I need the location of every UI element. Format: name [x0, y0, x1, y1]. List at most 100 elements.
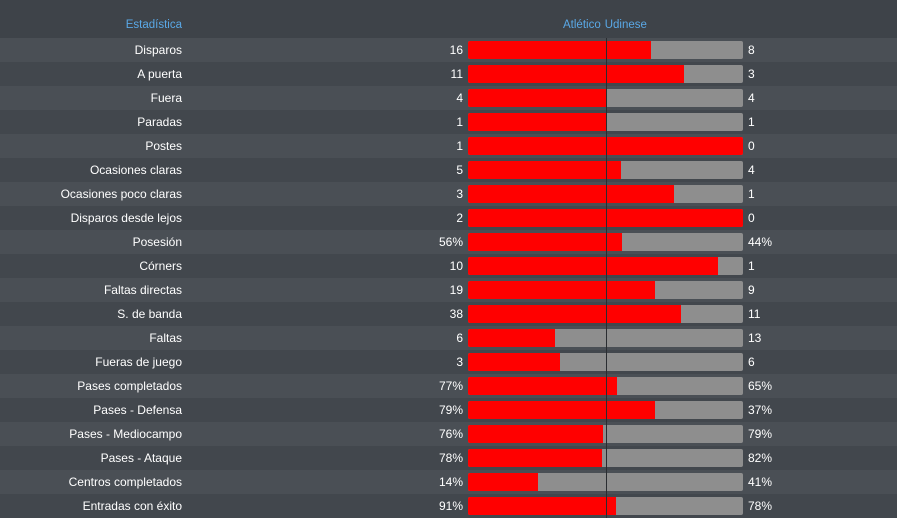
home-bar-fill — [468, 257, 718, 275]
comparison-bar — [468, 209, 743, 227]
stat-label: Disparos desde lejos — [70, 211, 182, 225]
home-value: 91% — [438, 499, 463, 513]
stat-row: Córners 10 1 — [0, 254, 897, 278]
stat-label: Córners — [139, 259, 182, 273]
away-value: 79% — [748, 427, 773, 441]
home-value: 11 — [450, 67, 463, 81]
home-bar-fill — [468, 281, 655, 299]
home-bar-fill — [468, 113, 606, 131]
stat-row: Disparos 16 8 — [0, 38, 897, 62]
home-bar-fill — [468, 305, 681, 323]
stat-label: Pases - Ataque — [100, 451, 182, 465]
comparison-bar — [468, 281, 743, 299]
home-value: 1 — [456, 115, 463, 129]
comparison-bar — [468, 401, 743, 419]
comparison-bar — [468, 449, 743, 467]
stat-row: Fuera 4 4 — [0, 86, 897, 110]
away-value: 1 — [748, 259, 755, 273]
home-value: 56% — [438, 235, 463, 249]
stats-rows: Disparos 16 8 A puerta 11 3 Fuera 4 4 Paradas 1 1 Po… — [0, 38, 897, 518]
comparison-bar — [468, 185, 743, 203]
home-bar-fill — [468, 401, 655, 419]
stat-row: S. de banda 38 11 — [0, 302, 897, 326]
away-value: 0 — [748, 139, 755, 153]
home-bar-fill — [468, 353, 560, 371]
comparison-bar — [468, 353, 743, 371]
away-value: 6 — [748, 355, 755, 369]
away-value: 4 — [748, 163, 755, 177]
stat-row: Disparos desde lejos 2 0 — [0, 206, 897, 230]
comparison-bar — [468, 305, 743, 323]
away-value: 78% — [748, 499, 773, 513]
comparison-bar — [468, 41, 743, 59]
home-value: 78% — [438, 451, 463, 465]
away-value: 11 — [748, 307, 761, 321]
home-bar-fill — [468, 41, 651, 59]
stat-label: Entradas con éxito — [82, 499, 182, 513]
comparison-bar — [468, 257, 743, 275]
comparison-bar — [468, 473, 743, 491]
home-value: 79% — [438, 403, 463, 417]
away-value: 41% — [748, 475, 773, 489]
away-team-name[interactable]: Udinese — [604, 19, 647, 31]
stat-row: Ocasiones poco claras 3 1 — [0, 182, 897, 206]
home-bar-fill — [468, 137, 743, 155]
away-value: 44% — [748, 235, 773, 249]
stat-row: Pases completados 77% 65% — [0, 374, 897, 398]
home-value: 19 — [449, 283, 463, 297]
home-bar-fill — [468, 425, 603, 443]
away-value: 1 — [748, 187, 755, 201]
home-bar-fill — [468, 233, 622, 251]
home-value: 3 — [456, 355, 463, 369]
home-bar-fill — [468, 65, 684, 83]
home-value: 14% — [438, 475, 463, 489]
stat-row: Ocasiones claras 5 4 — [0, 158, 897, 182]
home-bar-fill — [468, 209, 743, 227]
away-value: 37% — [748, 403, 773, 417]
home-bar-fill — [468, 329, 555, 347]
stat-label: Faltas directas — [103, 283, 182, 297]
stat-row: Pases - Ataque 78% 82% — [0, 446, 897, 470]
stat-row: Postes 1 0 — [0, 134, 897, 158]
away-value: 8 — [748, 43, 755, 57]
stat-label: S. de banda — [117, 307, 182, 321]
stat-column-header[interactable]: Estadística — [125, 19, 182, 31]
away-value: 82% — [748, 451, 773, 465]
stat-label: Posesión — [132, 235, 182, 249]
stat-row: Faltas 6 13 — [0, 326, 897, 350]
away-value: 65% — [748, 379, 773, 393]
stat-label: Postes — [145, 139, 182, 153]
stat-row: Pases - Defensa 79% 37% — [0, 398, 897, 422]
home-bar-fill — [468, 473, 538, 491]
away-value: 3 — [748, 67, 755, 81]
comparison-bar — [468, 425, 743, 443]
comparison-bar — [468, 377, 743, 395]
comparison-bar — [468, 65, 743, 83]
home-value: 6 — [456, 331, 463, 345]
comparison-bar — [468, 329, 743, 347]
stat-label: Centros completados — [68, 475, 182, 489]
stat-row: Entradas con éxito 91% 78% — [0, 494, 897, 518]
home-value: 16 — [449, 43, 463, 57]
home-bar-fill — [468, 377, 617, 395]
stat-row: Centros completados 14% 41% — [0, 470, 897, 494]
stat-label: A puerta — [137, 67, 182, 81]
home-value: 77% — [438, 379, 463, 393]
stat-label: Disparos — [134, 43, 182, 57]
home-team-name[interactable]: Atlético — [563, 19, 601, 31]
comparison-bar — [468, 113, 743, 131]
stat-row: Posesión 56% 44% — [0, 230, 897, 254]
stat-row: Paradas 1 1 — [0, 110, 897, 134]
away-value: 0 — [748, 211, 755, 225]
comparison-bar — [468, 161, 743, 179]
home-bar-fill — [468, 449, 602, 467]
stat-label: Faltas — [149, 331, 182, 345]
stat-row: Pases - Mediocampo 76% 79% — [0, 422, 897, 446]
home-value: 76% — [438, 427, 463, 441]
away-value: 9 — [748, 283, 755, 297]
home-value: 1 — [456, 139, 463, 153]
comparison-bar — [468, 89, 743, 107]
home-value: 38 — [449, 307, 463, 321]
stat-label: Paradas — [137, 115, 182, 129]
